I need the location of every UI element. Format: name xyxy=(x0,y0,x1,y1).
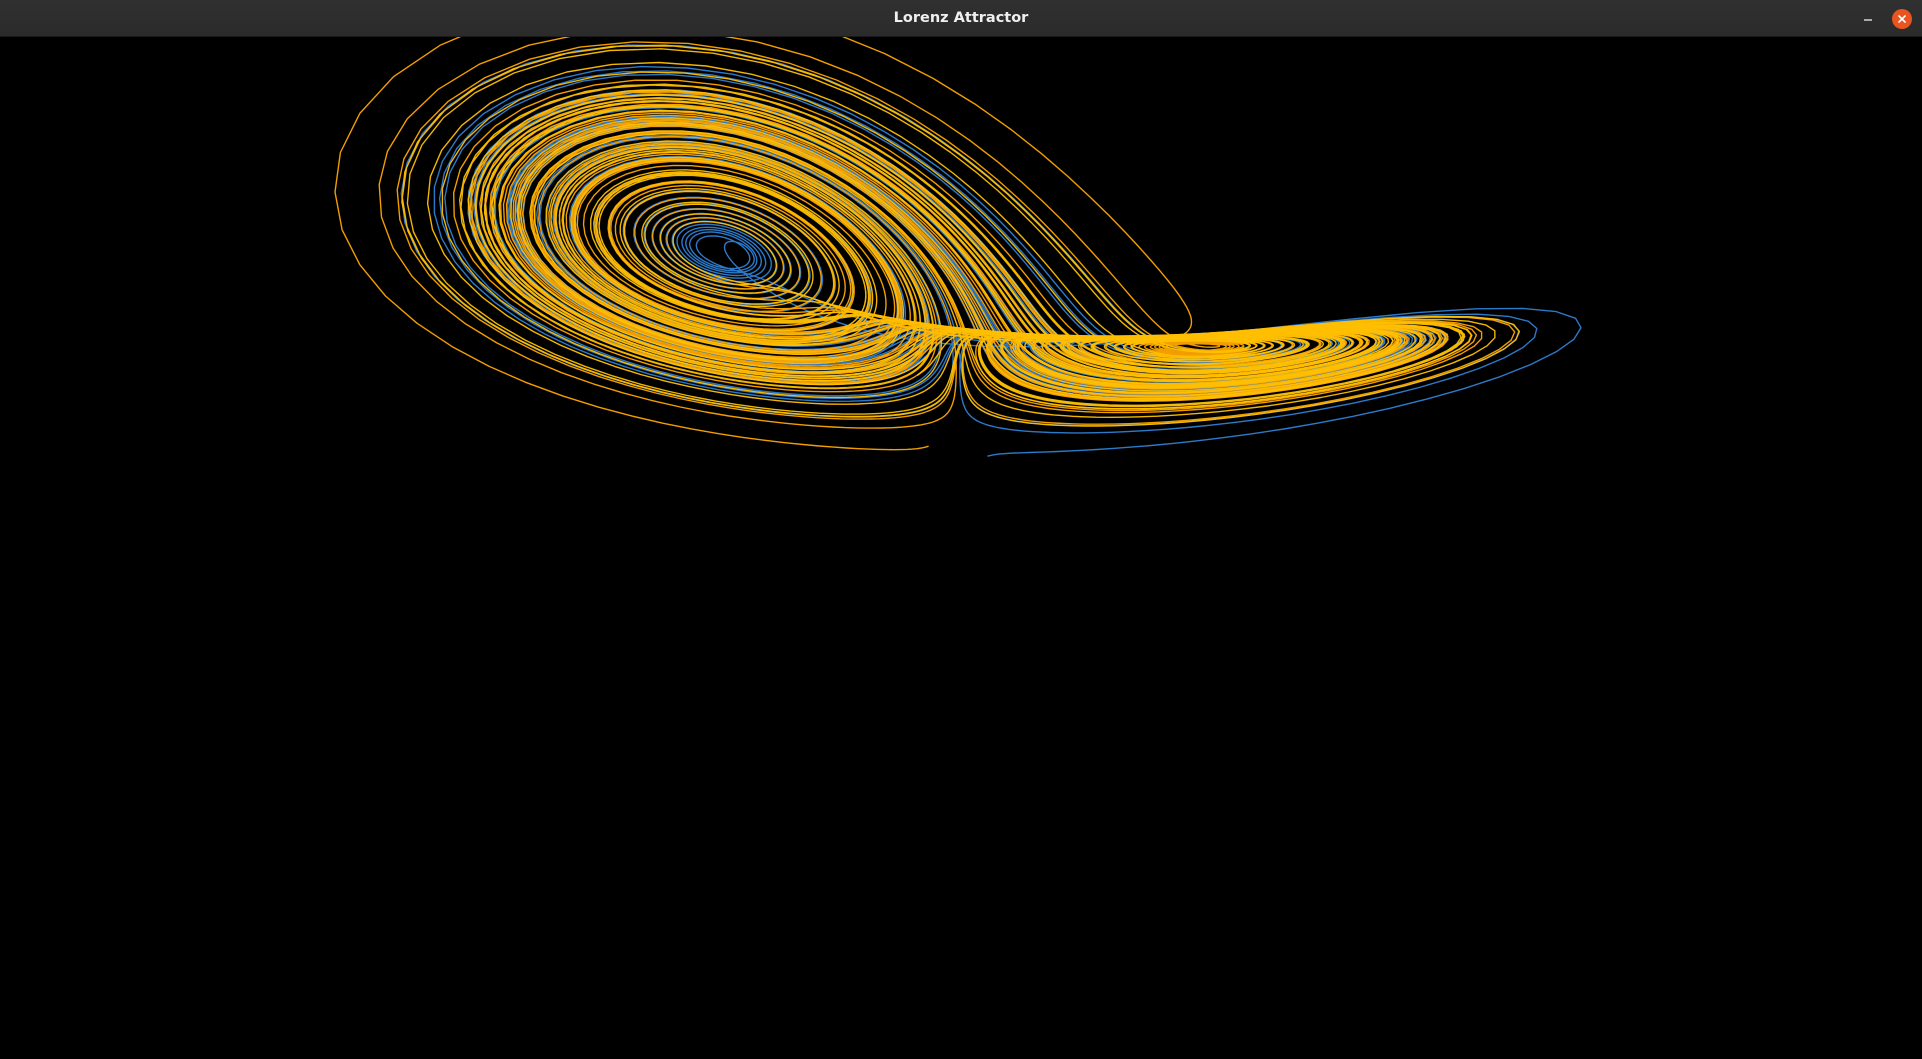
minimize-icon xyxy=(1864,19,1872,21)
trajectory-gold xyxy=(401,44,1521,427)
close-icon xyxy=(1898,15,1906,23)
title-bar[interactable]: Lorenz Attractor xyxy=(0,0,1922,37)
close-button[interactable] xyxy=(1892,9,1912,29)
minimize-button[interactable] xyxy=(1858,9,1878,29)
trajectory-blue xyxy=(400,44,1582,457)
plot-canvas xyxy=(0,37,1922,1059)
window-title: Lorenz Attractor xyxy=(893,10,1029,26)
lorenz-plot xyxy=(334,37,1582,457)
